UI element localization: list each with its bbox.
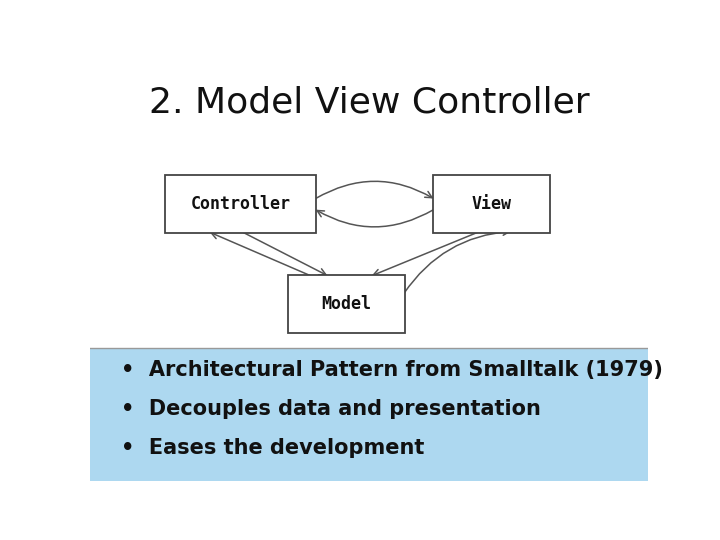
Text: View: View <box>472 195 512 213</box>
FancyArrowPatch shape <box>373 232 478 276</box>
FancyArrowPatch shape <box>211 233 310 276</box>
Text: Controller: Controller <box>191 195 291 213</box>
Text: •  Eases the development: • Eases the development <box>121 437 424 457</box>
Text: 2. Model View Controller: 2. Model View Controller <box>149 85 589 119</box>
Bar <box>90 348 648 481</box>
FancyArrowPatch shape <box>243 232 326 275</box>
FancyArrowPatch shape <box>315 181 432 199</box>
FancyBboxPatch shape <box>288 275 405 333</box>
Text: •  Architectural Pattern from Smalltalk (1979): • Architectural Pattern from Smalltalk (… <box>121 360 662 380</box>
FancyBboxPatch shape <box>166 175 316 233</box>
FancyBboxPatch shape <box>433 175 550 233</box>
Text: •  Decouples data and presentation: • Decouples data and presentation <box>121 399 541 419</box>
FancyArrowPatch shape <box>317 210 433 227</box>
Text: Model: Model <box>322 295 372 313</box>
FancyArrowPatch shape <box>404 228 510 293</box>
